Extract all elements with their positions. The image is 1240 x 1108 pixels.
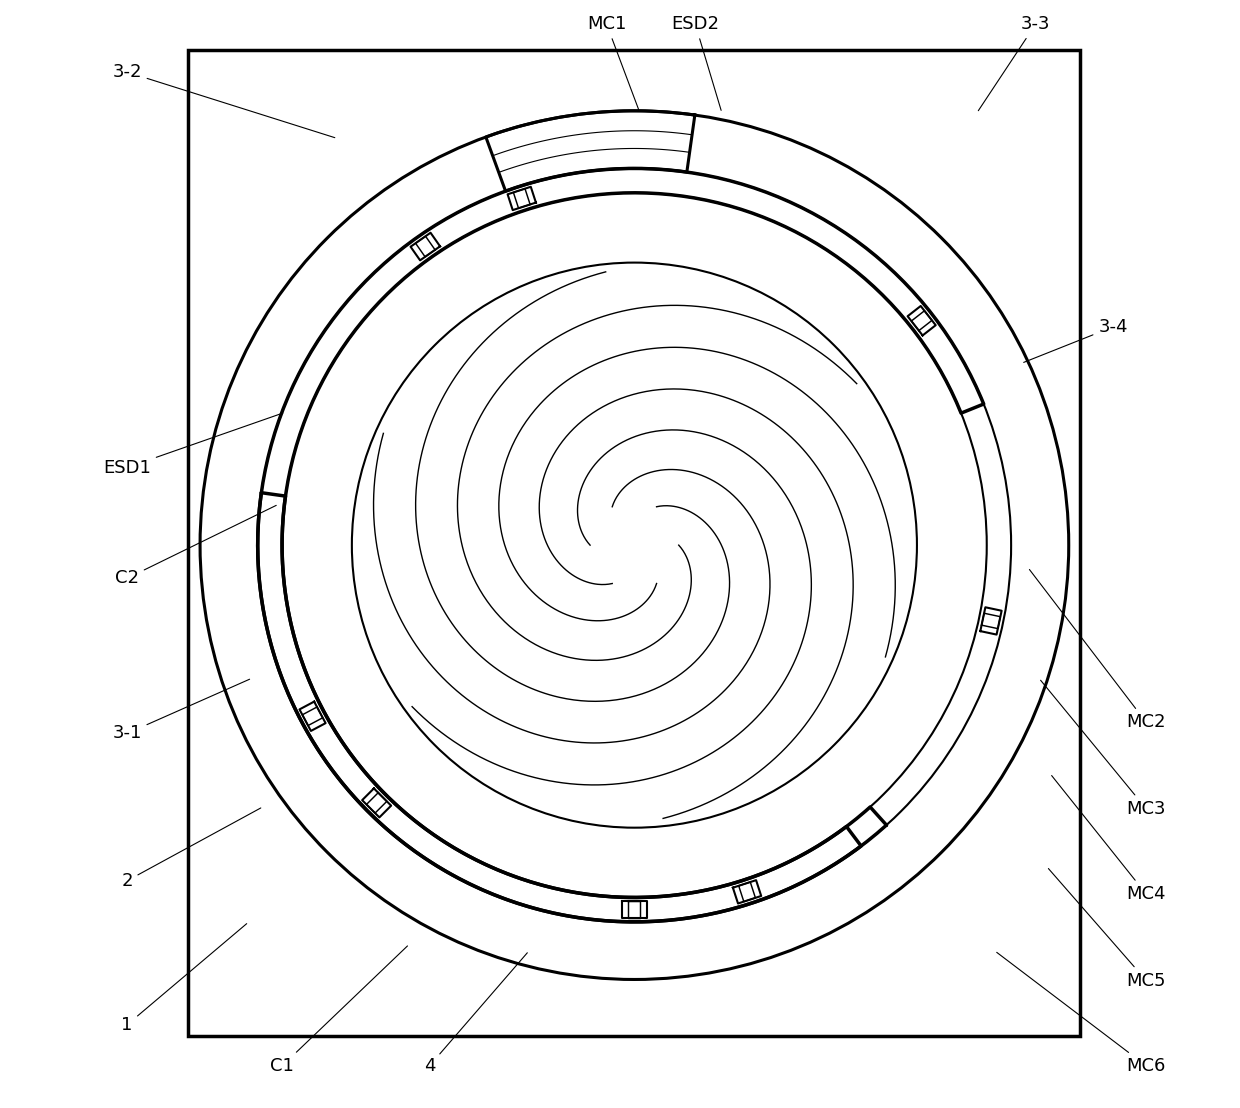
Text: ESD1: ESD1	[103, 413, 283, 476]
Text: 2: 2	[122, 808, 260, 890]
Text: MC2: MC2	[1029, 570, 1166, 731]
Bar	[188, 50, 1080, 1036]
Text: MC3: MC3	[1040, 680, 1166, 818]
Text: 3-1: 3-1	[113, 679, 249, 742]
Text: C2: C2	[115, 505, 277, 587]
Text: 1: 1	[122, 924, 247, 1034]
Text: ESD2: ESD2	[671, 16, 722, 111]
Text: 3-3: 3-3	[978, 16, 1050, 111]
Text: 3-2: 3-2	[112, 63, 335, 137]
Text: 3-4: 3-4	[1024, 318, 1128, 362]
Text: 4: 4	[424, 953, 527, 1075]
Text: C1: C1	[270, 946, 408, 1075]
Text: MC6: MC6	[997, 953, 1166, 1075]
Text: MC5: MC5	[1048, 869, 1166, 989]
Text: MC4: MC4	[1052, 776, 1166, 903]
Text: MC1: MC1	[587, 16, 639, 111]
